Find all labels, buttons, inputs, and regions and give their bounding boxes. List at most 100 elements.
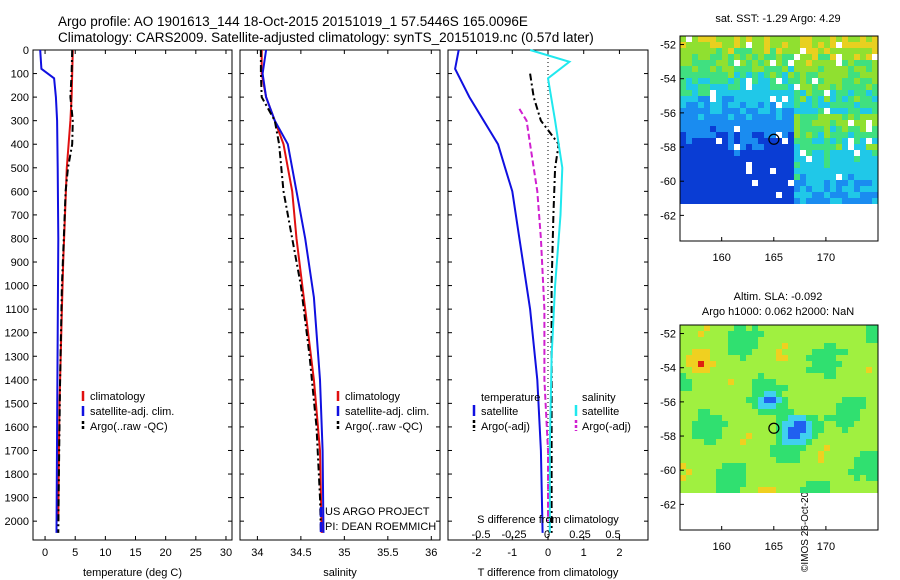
map-cell [764,373,770,379]
map-cell [770,403,776,409]
map-cell [746,120,752,126]
map-cell [872,180,878,186]
map-cell [734,433,740,439]
map-cell [872,481,878,487]
map-cell [806,391,812,397]
map-cell [830,60,836,66]
map-cell [728,84,734,90]
map-cell [794,60,800,66]
map-cell [740,343,746,349]
map-cell [758,391,764,397]
map-cell [770,397,776,403]
map-cell [806,331,812,337]
map-cell [848,409,854,415]
map-cell [746,457,752,463]
map-cell [704,132,710,138]
map-cell [692,397,698,403]
map-cell [830,361,836,367]
map-cell [812,469,818,475]
map-cell [860,373,866,379]
map-cell [752,481,758,487]
map-cell [722,90,728,96]
map-cell [746,451,752,457]
map-cell [848,168,854,174]
map-cell [740,138,746,144]
map-cell [716,48,722,54]
map-cell [854,144,860,150]
map-cell [848,72,854,78]
map-cell [692,415,698,421]
map-cell [692,457,698,463]
map-cell [740,415,746,421]
map-cell [704,481,710,487]
map-cell [776,150,782,156]
map-cell [848,120,854,126]
map-cell [830,415,836,421]
map-cell [836,138,842,144]
map-cell [806,361,812,367]
map-cell [788,144,794,150]
map-cell [830,331,836,337]
map-cell [794,379,800,385]
map-cell [824,144,830,150]
map-cell [722,108,728,114]
map-cell [818,379,824,385]
map-cell [776,78,782,84]
map-cell [830,120,836,126]
map-cell [842,102,848,108]
map-cell [776,445,782,451]
map-cell [854,349,860,355]
map-cell [680,451,686,457]
map-cell [758,475,764,481]
map-cell [836,108,842,114]
map-cell [842,337,848,343]
map-cell [704,144,710,150]
map-cell [806,60,812,66]
map-cell [818,60,824,66]
map-cell [770,343,776,349]
map-cell [716,487,722,493]
sst-map [680,36,878,204]
map-cell [686,367,692,373]
map-cell [854,367,860,373]
map-cell [824,114,830,120]
legend-label: Argo(..raw -QC) [90,421,168,433]
map-cell [698,415,704,421]
map-cell [686,463,692,469]
map-cell [812,367,818,373]
map-cell [716,469,722,475]
map-cell [830,132,836,138]
map-cell [758,156,764,162]
map-cell [836,463,842,469]
map-cell [704,90,710,96]
map-cell [704,36,710,42]
map-cell [806,54,812,60]
map-cell [830,186,836,192]
map-cell [782,457,788,463]
map-cell [758,349,764,355]
map-cell [728,463,734,469]
map-cell [860,397,866,403]
map-cell [728,403,734,409]
map-cell [788,469,794,475]
map-cell [812,481,818,487]
map-cell [716,355,722,361]
map-cell [842,415,848,421]
map-cell [866,463,872,469]
map-cell [758,48,764,54]
map-cell [692,114,698,120]
map-cell [746,138,752,144]
map-cell [842,487,848,493]
map-cell [824,451,830,457]
map-cell [710,433,716,439]
map-cell [806,174,812,180]
map-cell [722,469,728,475]
map-cell [710,144,716,150]
map-cell [782,325,788,331]
map-cell [704,439,710,445]
map-cell [854,421,860,427]
map-cell [710,475,716,481]
map-cell [722,198,728,204]
map-cell [734,481,740,487]
map-cell [740,349,746,355]
